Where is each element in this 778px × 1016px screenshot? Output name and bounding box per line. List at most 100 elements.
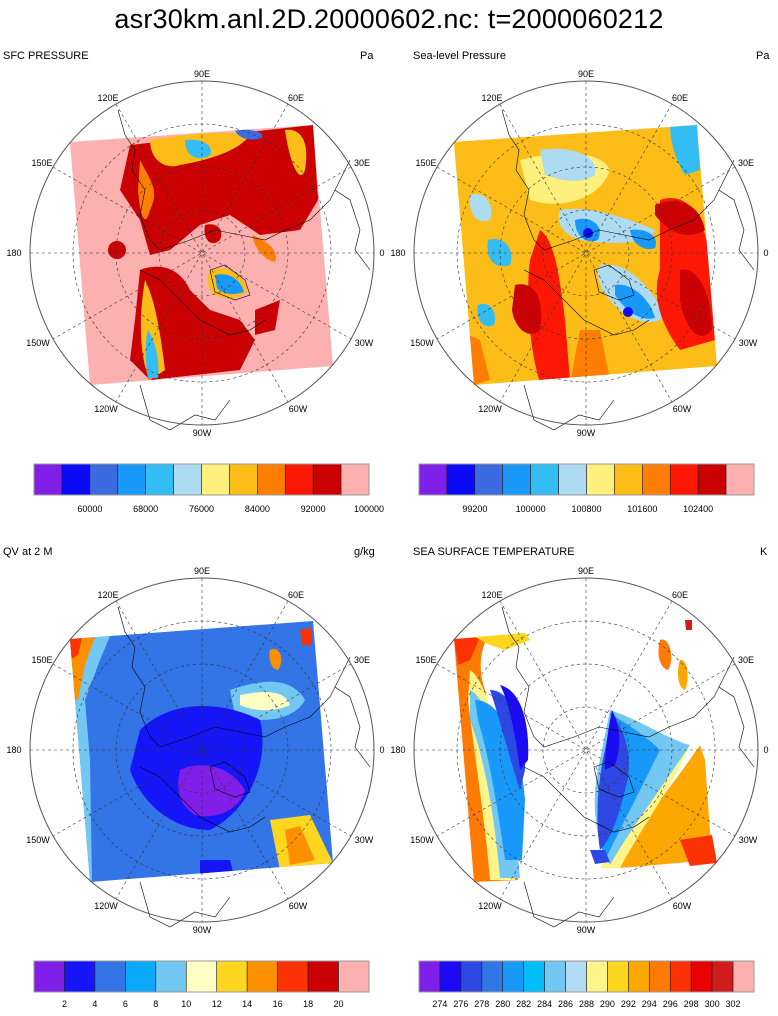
colorbar-swatch (145, 463, 174, 496)
longitude-labels: 90E 60E 30E 0 30W 60W 90W 120W 150W 180 … (390, 69, 768, 438)
map-qv-2m: 90E 60E 30E 0 30W 60W 90W 120W 150W 180 … (6, 566, 384, 935)
map-sfc-pressure: 90E 60E 30E 0 30W 60W 90W 120W 150W 180 … (6, 69, 384, 438)
colorbar-swatch (669, 960, 692, 993)
colorbar-swatch (649, 960, 671, 993)
colorbar-swatch (530, 463, 559, 496)
lon-label-150w: 150W (410, 835, 434, 845)
colorbar-tick-label: 8 (153, 999, 158, 1009)
colorbar-swatch (284, 463, 314, 496)
colorbar-swatch (155, 960, 187, 993)
colorbar-tick-label: 99200 (462, 504, 487, 514)
lon-label-90w: 90W (577, 428, 596, 438)
colorbar-tick-label: 300 (705, 999, 720, 1009)
colorbar-swatch (732, 960, 755, 993)
lon-label-180: 180 (390, 248, 405, 258)
panel-title-sea-level-pressure: Sea-level Pressure (413, 50, 506, 62)
colorbar-swatch (439, 960, 462, 993)
colorbar-swatch (690, 960, 713, 993)
colorbar-tick-label: 60000 (77, 504, 102, 514)
colorbar-swatch (558, 463, 587, 496)
lon-label-30w: 30W (739, 338, 758, 348)
coastlines (117, 109, 371, 431)
lon-label-180: 180 (6, 745, 21, 755)
colorbar-swatch (64, 960, 96, 993)
colorbar-swatch (523, 960, 545, 993)
map-boundary-circle (29, 577, 375, 923)
colorbar-tick-label: 286 (558, 999, 573, 1009)
colorbar-tick-label: 100000 (354, 504, 384, 514)
lon-label-150w: 150W (410, 338, 434, 348)
colorbar-swatch (725, 463, 755, 496)
colorbar-tick-label: 280 (495, 999, 510, 1009)
colorbar-tick-label: 102400 (683, 504, 713, 514)
panel-units-sea-level-pressure: Pa (756, 50, 770, 62)
colorbar-swatch (418, 960, 441, 993)
map-boundary-circle (29, 80, 375, 426)
colorbar-swatch (544, 960, 566, 993)
colorbar-swatch (446, 463, 476, 496)
lon-label-30w: 30W (355, 835, 374, 845)
lon-label-60e: 60E (672, 590, 688, 600)
colorbar-swatch (502, 463, 531, 496)
colorbar-swatch (229, 463, 258, 496)
lon-label-90e: 90E (578, 69, 594, 79)
panel-title-qv-2m: QV at 2 M (3, 546, 53, 558)
colorbar-tick-label: 282 (516, 999, 531, 1009)
field-sea-level-pressure (454, 125, 717, 385)
colorbar-swatch (460, 960, 483, 993)
colorbar-swatch (277, 960, 309, 993)
lon-label-90w: 90W (193, 925, 212, 935)
graticule (30, 81, 374, 425)
colorbar-swatch (89, 463, 119, 496)
colorbar-tick-label: 18 (303, 999, 313, 1009)
colorbar-swatch (418, 463, 448, 496)
colorbar-swatch (669, 463, 699, 496)
lon-label-30e: 30E (738, 158, 754, 168)
colorbar-tick-label: 68000 (133, 504, 158, 514)
colorbar-frame (418, 463, 755, 496)
lon-label-0: 0 (763, 248, 768, 258)
colorbar-tick-label: 302 (726, 999, 741, 1009)
colorbar-tick-label: 278 (474, 999, 489, 1009)
longitude-labels: 90E 60E 30E 0 30W 60W 90W 120W 150W 180 … (390, 566, 768, 935)
colorbar-swatch (642, 463, 671, 496)
lon-label-120e: 120E (481, 590, 502, 600)
lon-label-90e: 90E (578, 566, 594, 576)
lon-label-60w: 60W (673, 404, 692, 414)
colorbar-swatch (586, 463, 615, 496)
lon-label-120e: 120E (97, 93, 118, 103)
panel-units-sea-surface-temperature: K (760, 546, 768, 558)
lon-label-180: 180 (390, 745, 405, 755)
colorbar-sea-level-pressure: 99200 100000 100800 101600 102400 (418, 463, 755, 514)
lon-label-120w: 120W (94, 901, 118, 911)
colorbar-swatch (711, 960, 734, 993)
colorbar-swatch (565, 960, 587, 993)
colorbar-swatch (307, 960, 339, 993)
lon-label-30w: 30W (739, 835, 758, 845)
colorbar-tick-label: 10 (181, 999, 191, 1009)
colorbar-swatch (185, 960, 218, 993)
lon-label-30e: 30E (354, 655, 370, 665)
colorbar-swatch (125, 960, 157, 993)
colorbar-sea-surface-temperature: 274 276 278 280 282 284 286 288 290 292 294 296 298 3… (418, 960, 755, 1009)
map-sea-level-pressure: 90E 60E 30E 0 30W 60W 90W 120W 150W 180 … (390, 69, 768, 438)
figure-title: asr30km.anl.2D.20000602.nc: t=2000060212 (114, 4, 664, 34)
lon-label-60e: 60E (672, 93, 688, 103)
coastlines (117, 606, 371, 928)
lon-label-120e: 120E (97, 590, 118, 600)
lon-label-90e: 90E (194, 69, 210, 79)
colorbar-tick-label: 100800 (571, 504, 601, 514)
lon-label-60w: 60W (289, 404, 308, 414)
colorbar-swatch (340, 463, 370, 496)
lon-label-150e: 150E (415, 655, 436, 665)
colorbar-swatch (607, 960, 629, 993)
lon-label-120w: 120W (94, 404, 118, 414)
colorbar-swatch (338, 960, 370, 993)
colorbar-frame (418, 960, 755, 993)
colorbar-tick-label: 76000 (189, 504, 214, 514)
colorbar-tick-label: 6 (123, 999, 128, 1009)
lon-label-60w: 60W (289, 901, 308, 911)
lon-label-0: 0 (379, 248, 384, 258)
colorbar-frame (33, 960, 370, 993)
coastlines (501, 109, 755, 431)
